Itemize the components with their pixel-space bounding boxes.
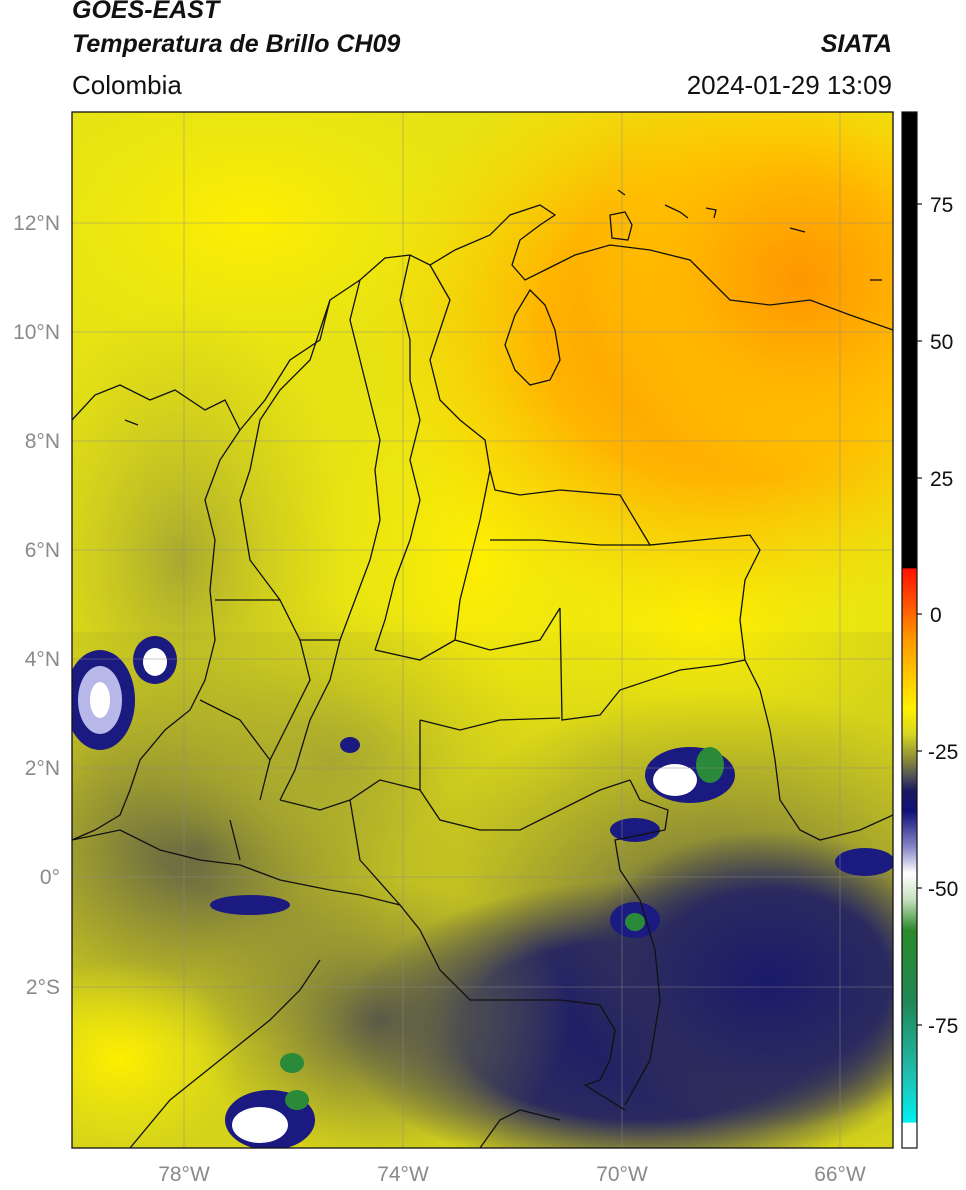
coastlines-and-borders — [72, 189, 893, 1148]
title-line-1: GOES-EAST — [72, 0, 220, 24]
lat-tick-label: 0° — [40, 866, 60, 889]
lat-tick-label: 4°N — [25, 648, 60, 671]
colorbar-tick-label: 75 — [930, 194, 953, 217]
colorbar: 75 50 25 0 -25 -50 -75 — [901, 111, 958, 1149]
colorbar-scale — [902, 112, 917, 1148]
region-label: Colombia — [72, 70, 182, 100]
lat-tick-label: 6°N — [25, 539, 60, 562]
organization-label: SIATA — [820, 30, 892, 58]
colorbar-tick-label: 50 — [930, 331, 953, 354]
colorbar-tick-label: 0 — [930, 604, 942, 627]
lat-tick-label: 12°N — [13, 212, 60, 235]
brightness-temperature-field — [72, 112, 893, 1148]
lat-tick-label: 8°N — [25, 430, 60, 453]
lon-tick-label: 70°W — [596, 1163, 648, 1186]
title-line-2: Temperatura de Brillo CH09 — [72, 30, 401, 58]
lon-tick-label: 66°W — [814, 1163, 866, 1186]
colorbar-tick-label: -75 — [928, 1015, 958, 1038]
lat-tick-label: 2°N — [25, 757, 60, 780]
colorbar-tick-label: -50 — [928, 878, 958, 901]
map-frame — [71, 111, 894, 1149]
latitude-ticks: 12°N 10°N 8°N 6°N 4°N 2°N 0° 2°S — [13, 212, 60, 999]
datetime-label: 2024-01-29 13:09 — [686, 70, 892, 100]
lon-tick-label: 78°W — [158, 1163, 210, 1186]
graticule — [72, 112, 893, 1148]
longitude-ticks: 78°W 74°W 70°W 66°W — [158, 1163, 866, 1186]
colorbar-tick-label: 25 — [930, 468, 953, 491]
cold-cloud-cells — [72, 636, 893, 1148]
colorbar-tick-label: -25 — [928, 741, 958, 764]
lat-tick-label: 10°N — [13, 321, 60, 344]
colorbar-frame — [901, 111, 918, 1149]
lon-tick-label: 74°W — [377, 1163, 429, 1186]
lat-tick-label: 2°S — [26, 976, 60, 999]
